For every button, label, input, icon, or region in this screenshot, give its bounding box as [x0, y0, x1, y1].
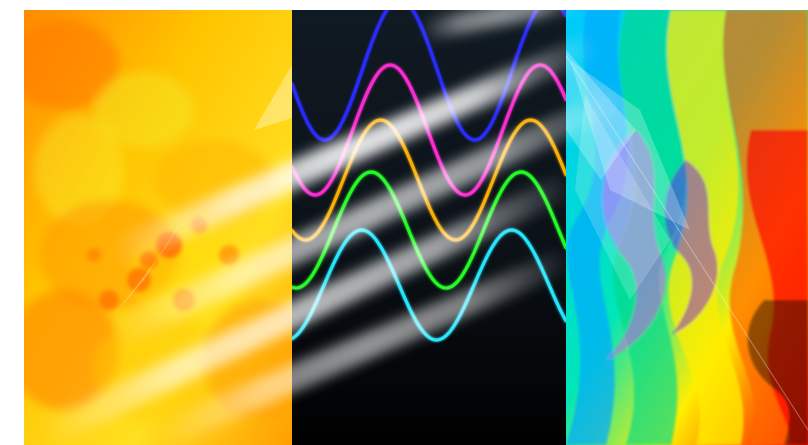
- psychedelic-swirl-art: [566, 10, 808, 445]
- psychedelic-swirl-panel: [566, 10, 808, 445]
- wave-line: [292, 10, 566, 142]
- wave-line: [292, 118, 566, 242]
- wave-line: [292, 228, 566, 342]
